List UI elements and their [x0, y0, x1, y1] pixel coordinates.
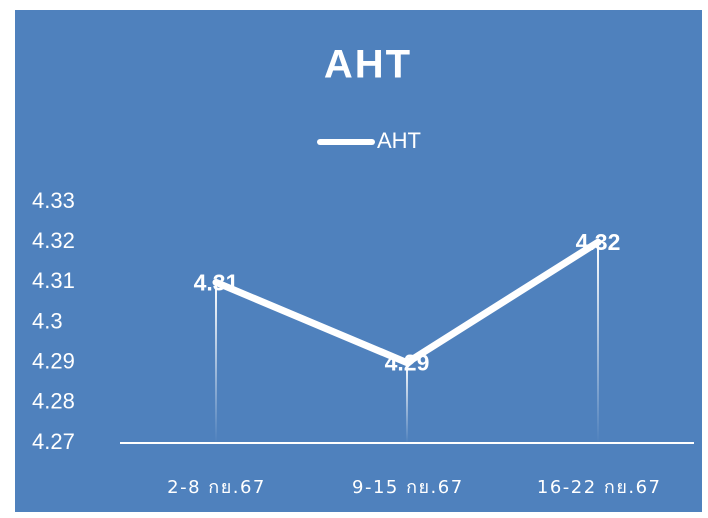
drop-line: [597, 242, 599, 443]
drop-line: [215, 282, 217, 443]
y-tick-label: 4.29: [32, 348, 75, 373]
legend-label: AHT: [377, 128, 421, 153]
chart-title: AHT: [324, 43, 412, 87]
x-tick-label: 2-8 กย.67: [167, 477, 266, 498]
x-tick-label: 16-22 กย.67: [537, 477, 662, 498]
line-series: [212, 238, 602, 367]
data-label: 4.29: [385, 350, 430, 376]
x-tick-label: 9-15 กย.67: [352, 477, 464, 498]
data-label: 4.31: [194, 269, 239, 295]
y-tick-label: 4.28: [32, 389, 75, 414]
y-tick-label: 4.32: [32, 228, 75, 253]
chart-background: [15, 10, 702, 512]
drop-line: [406, 362, 408, 443]
data-label: 4.32: [576, 229, 621, 255]
y-tick-label: 4.31: [32, 268, 75, 293]
y-tick-label: 4.27: [32, 429, 75, 454]
y-tick-label: 4.33: [32, 188, 75, 213]
y-tick-label: 4.3: [32, 308, 63, 333]
